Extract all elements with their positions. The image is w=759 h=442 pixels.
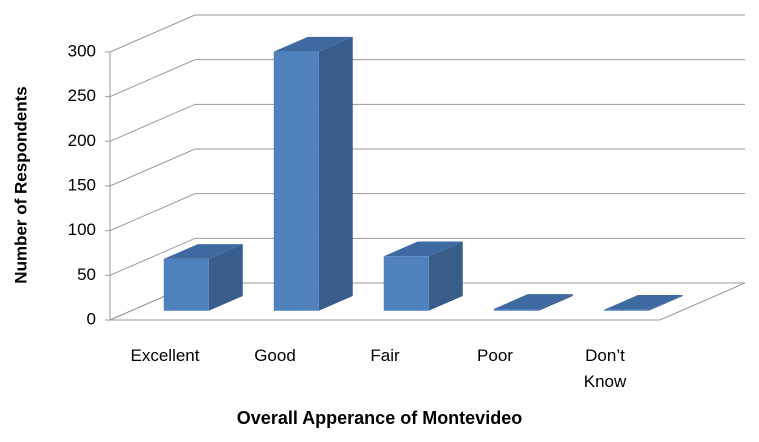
x-tick-label: Excellent	[130, 346, 200, 365]
bar	[383, 256, 429, 311]
y-tick-label: 150	[68, 175, 96, 194]
y-tick-label: 100	[68, 220, 96, 239]
bar-top	[603, 295, 683, 310]
y-tick-label: 0	[87, 309, 96, 328]
x-tick-label: Good	[254, 346, 296, 365]
bar-top	[493, 294, 573, 309]
y-axis-label: Number of Respondents	[11, 86, 30, 283]
grid-line	[109, 148, 745, 187]
bar-side	[208, 244, 243, 311]
x-tick-label: Don’t Know	[583, 346, 627, 391]
grid-line	[109, 193, 745, 232]
bar-side	[428, 241, 463, 311]
y-tick-label: 200	[68, 131, 96, 150]
bar-side	[648, 295, 683, 311]
bar-side	[538, 294, 573, 311]
bar-top	[383, 241, 463, 257]
bar-top	[163, 244, 243, 259]
y-tick-label: 300	[68, 41, 96, 60]
bar	[603, 309, 649, 311]
bar	[273, 51, 319, 311]
bar	[493, 308, 539, 311]
grid-line	[109, 237, 745, 276]
x-tick-label: Fair	[370, 346, 400, 365]
x-tick-label: Poor	[477, 346, 513, 365]
grid-line	[109, 103, 745, 142]
bar	[163, 258, 209, 311]
grid-line	[109, 59, 745, 98]
bar-top	[273, 36, 353, 52]
x-axis-label: Overall Apperance of Montevideo	[236, 408, 523, 428]
grid-line	[109, 14, 745, 53]
y-tick-label: 50	[77, 265, 96, 284]
bar-side	[318, 36, 353, 311]
y-tick-label: 250	[68, 86, 96, 105]
